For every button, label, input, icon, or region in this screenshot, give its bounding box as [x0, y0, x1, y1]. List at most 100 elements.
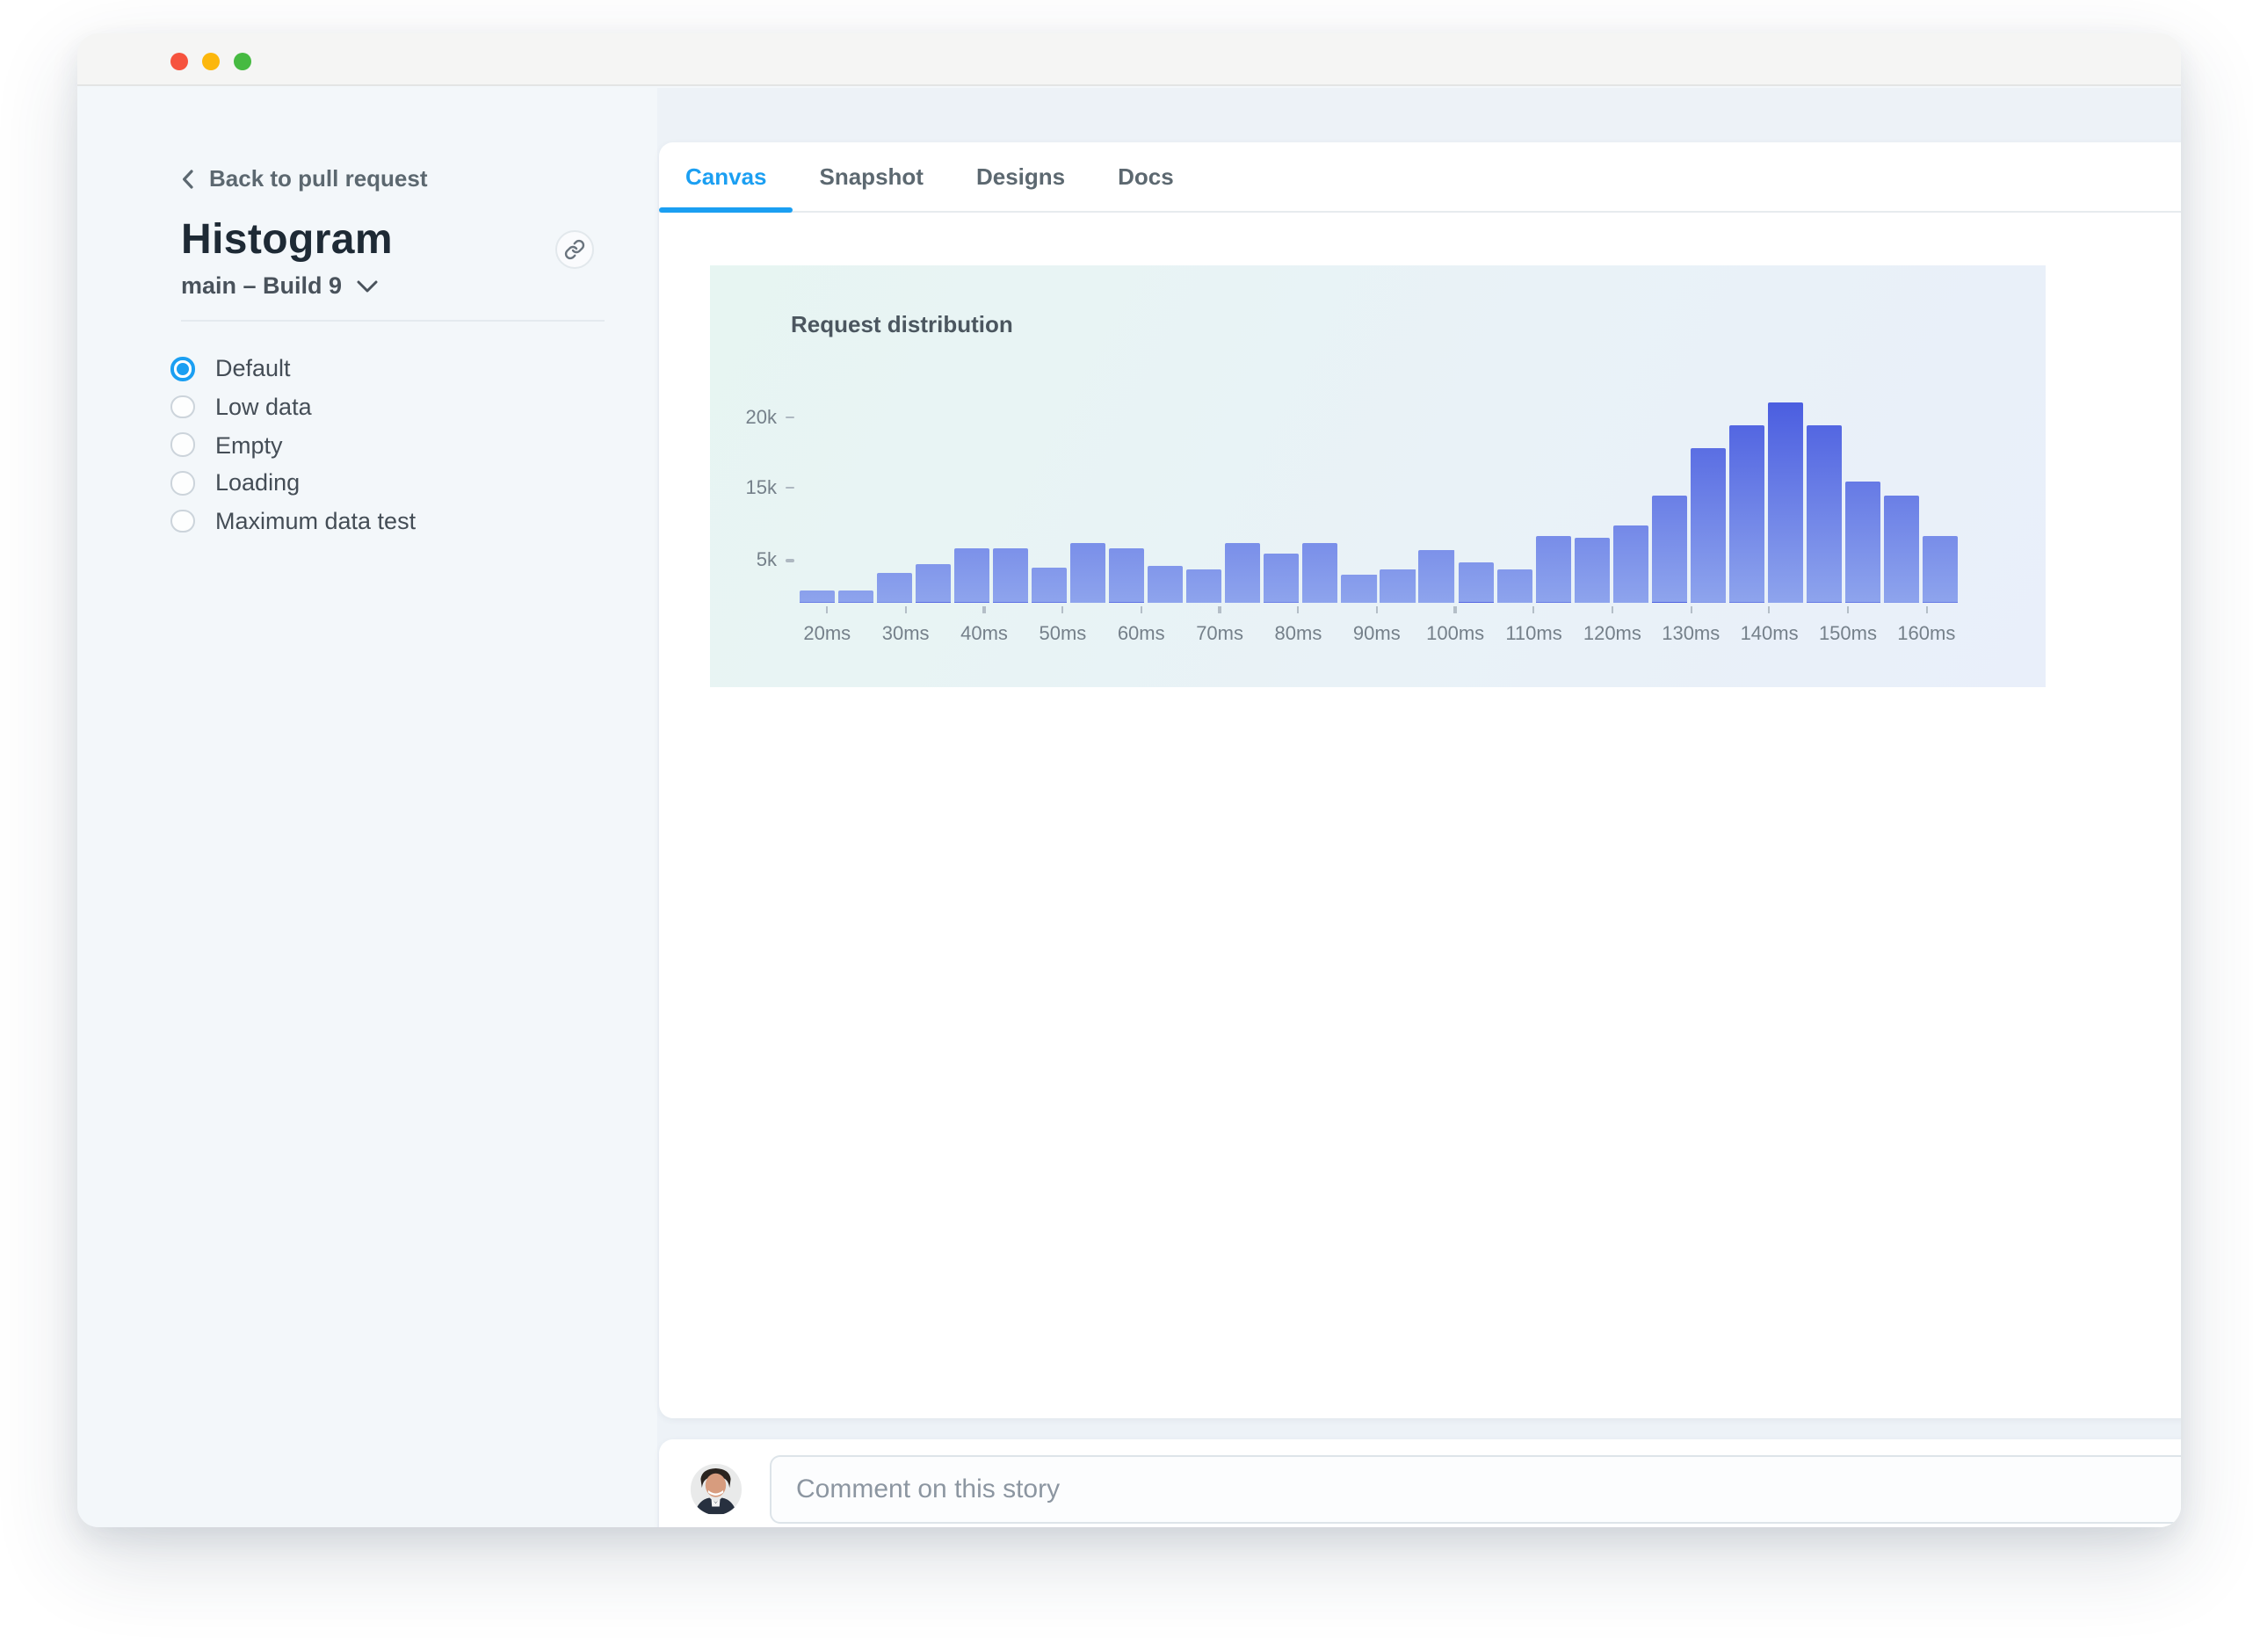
y-axis-tick-label: 15k [745, 477, 778, 498]
y-axis-tick-mark [785, 486, 793, 489]
x-axis-tick-label: 20ms [803, 624, 851, 645]
build-selector-label: main – Build 9 [181, 272, 343, 299]
histogram-bar [1806, 425, 1842, 603]
chart-card: Request distribution 5k 15k 20k 20ms 30ms 40m… [709, 264, 2046, 687]
histogram-bar [877, 573, 913, 603]
radio-icon[interactable] [170, 509, 194, 533]
x-axis-tick-label: 100ms [1426, 624, 1485, 645]
x-axis-tick-label: 60ms [1117, 624, 1165, 645]
x-axis-tick-mark [1218, 606, 1221, 612]
histogram-bar [1186, 569, 1222, 603]
radio-icon[interactable] [170, 395, 194, 419]
story-state-empty[interactable]: Empty [170, 426, 622, 464]
x-axis-tick-mark [1297, 606, 1300, 612]
y-axis-tick-label: 5k [756, 550, 777, 571]
radio-selected-icon[interactable] [170, 357, 194, 381]
histogram-bar [1767, 402, 1803, 603]
back-link-label: Back to pull request [209, 165, 428, 192]
x-axis-tick-mark [826, 606, 829, 612]
comment-panel [659, 1439, 2181, 1527]
back-to-pull-request-link[interactable]: Back to pull request [181, 165, 428, 192]
x-axis-tick-label: 150ms [1818, 624, 1877, 645]
y-axis-tick-mark [785, 416, 793, 418]
x-axis-tick-label: 70ms [1196, 624, 1243, 645]
sidebar: Back to pull request Histogram main – Bu… [77, 88, 657, 1527]
tab-canvas[interactable]: Canvas [659, 141, 794, 213]
canvas-panel: Canvas Snapshot Designs Docs Request distri… [659, 141, 2181, 1417]
histogram-bar [1264, 554, 1300, 603]
chevron-down-icon [356, 279, 377, 292]
app-window: Back to pull request Histogram main – Bu… [77, 33, 2181, 1527]
histogram-bar [954, 548, 990, 603]
x-axis-tick-mark [1925, 606, 1928, 612]
histogram-bar [1535, 536, 1571, 603]
histogram-bar [1496, 569, 1532, 603]
histogram-bar [838, 591, 874, 603]
histogram-bar [1225, 542, 1261, 603]
histogram-bar [1458, 562, 1494, 603]
tab-bar: Canvas Snapshot Designs Docs [659, 141, 2181, 213]
story-state-low-data[interactable]: Low data [170, 388, 622, 425]
x-axis-tick-label: 80ms [1274, 624, 1322, 645]
story-state-label: Default [215, 355, 291, 382]
histogram-bar [1380, 569, 1416, 603]
comment-input[interactable] [770, 1455, 2181, 1523]
story-state-label: Loading [215, 469, 301, 496]
minimize-window-button[interactable] [201, 52, 220, 69]
radio-icon[interactable] [170, 471, 194, 496]
histogram-bar [1109, 548, 1145, 603]
window-titlebar [77, 33, 2181, 86]
main-area: Canvas Snapshot Designs Docs Request distri… [657, 88, 2181, 1527]
y-axis-tick-mark [785, 559, 793, 562]
x-axis-tick-label: 50ms [1039, 624, 1087, 645]
close-window-button[interactable] [170, 52, 187, 69]
chevron-left-icon [182, 169, 193, 188]
story-state-default[interactable]: Default [170, 350, 622, 388]
x-axis-tick-mark [982, 606, 986, 612]
x-axis-tick-mark [1375, 606, 1378, 612]
histogram-bar [1574, 537, 1610, 603]
x-axis-tick-mark [904, 606, 907, 612]
radio-icon[interactable] [170, 432, 194, 457]
histogram-bar [1302, 542, 1338, 603]
histogram-bar [1728, 425, 1764, 603]
page-title: Histogram [181, 216, 393, 264]
tab-docs[interactable]: Docs [1118, 163, 1174, 189]
story-state-label: Empty [215, 431, 283, 459]
histogram-bar [1651, 496, 1687, 603]
zoom-window-button[interactable] [233, 52, 251, 69]
x-axis-tick-mark [1140, 606, 1142, 612]
x-axis-tick-mark [1453, 606, 1457, 612]
x-axis-tick-label: 110ms [1505, 624, 1562, 645]
story-state-list: Default Low data Empty Loading Maximum data … [170, 350, 622, 540]
x-axis-tick-label: 160ms [1897, 624, 1956, 645]
histogram-bar [916, 564, 952, 603]
x-axis-tick-mark [1532, 606, 1535, 612]
x-axis-tick-label: 40ms [960, 624, 1008, 645]
y-axis-tick-label: 20k [745, 407, 778, 428]
copy-link-button[interactable] [555, 230, 594, 269]
story-state-loading[interactable]: Loading [170, 464, 622, 502]
histogram-bar [993, 548, 1029, 603]
story-state-maximum-data-test[interactable]: Maximum data test [170, 503, 622, 540]
histogram-bar [1690, 448, 1726, 603]
avatar-portrait [691, 1464, 741, 1514]
histogram-bar [1148, 565, 1184, 603]
histogram-bar [1341, 574, 1377, 603]
x-axis-tick-label: 30ms [881, 624, 930, 645]
sidebar-divider [181, 319, 605, 321]
histogram-bar [1032, 568, 1068, 603]
x-axis-tick-mark [1768, 606, 1771, 612]
x-axis-tick-label: 130ms [1662, 624, 1721, 645]
histogram-bar [1612, 525, 1648, 603]
tab-snapshot[interactable]: Snapshot [819, 163, 924, 189]
histogram-bar [1070, 542, 1106, 603]
tab-designs[interactable]: Designs [975, 163, 1066, 189]
story-state-label: Maximum data test [215, 508, 417, 535]
avatar [691, 1464, 741, 1514]
x-axis-tick-mark [1061, 606, 1064, 612]
x-axis-tick-label: 120ms [1583, 624, 1641, 645]
build-selector-dropdown[interactable]: main – Build 9 [181, 272, 377, 299]
link-icon [564, 239, 585, 260]
